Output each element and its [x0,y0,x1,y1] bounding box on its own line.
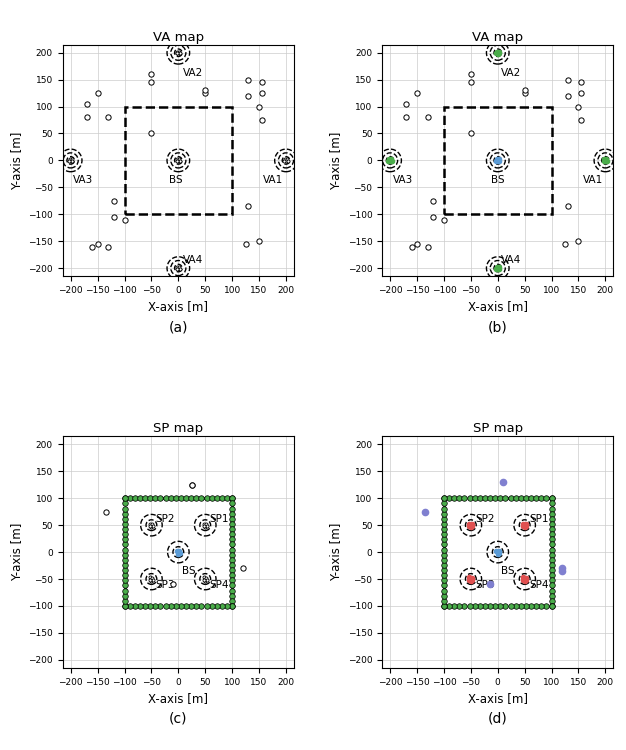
Text: VA4: VA4 [183,256,203,266]
Text: SP1: SP1 [529,514,548,524]
Text: BS: BS [182,566,195,575]
Text: SP3: SP3 [475,580,495,590]
Text: SP4: SP4 [210,580,229,590]
Bar [444,106,552,214]
Text: VA2: VA2 [183,68,203,78]
Text: BS: BS [491,176,505,185]
X-axis label: X-axis [m]: X-axis [m] [148,301,208,313]
Bar [444,498,552,606]
Text: (b): (b) [488,320,508,334]
Y-axis label: Y-axis [m]: Y-axis [m] [329,131,342,190]
Text: SP4: SP4 [529,580,548,590]
X-axis label: X-axis [m]: X-axis [m] [148,692,208,705]
Bar [125,106,232,214]
Text: VA1: VA1 [263,176,284,185]
Text: VA4: VA4 [500,256,521,266]
Text: VA2: VA2 [500,68,521,78]
Text: (a): (a) [168,320,188,334]
Text: (d): (d) [488,712,508,726]
Text: SP2: SP2 [475,514,495,524]
Title: SP map: SP map [473,422,523,435]
Title: VA map: VA map [472,31,523,44]
Y-axis label: Y-axis [m]: Y-axis [m] [329,523,342,581]
Text: SP1: SP1 [210,514,229,524]
Text: VA1: VA1 [582,176,603,185]
X-axis label: X-axis [m]: X-axis [m] [468,692,528,705]
Y-axis label: Y-axis [m]: Y-axis [m] [9,523,23,581]
Text: VA3: VA3 [73,176,94,185]
Text: BS: BS [501,566,515,575]
Bar [125,498,232,606]
Text: SP3: SP3 [156,580,175,590]
Title: VA map: VA map [153,31,204,44]
Text: BS: BS [169,176,182,185]
Text: VA3: VA3 [393,176,413,185]
Title: SP map: SP map [153,422,203,435]
Text: (c): (c) [169,712,188,726]
X-axis label: X-axis [m]: X-axis [m] [468,301,528,313]
Text: SP2: SP2 [156,514,175,524]
Y-axis label: Y-axis [m]: Y-axis [m] [9,131,23,190]
